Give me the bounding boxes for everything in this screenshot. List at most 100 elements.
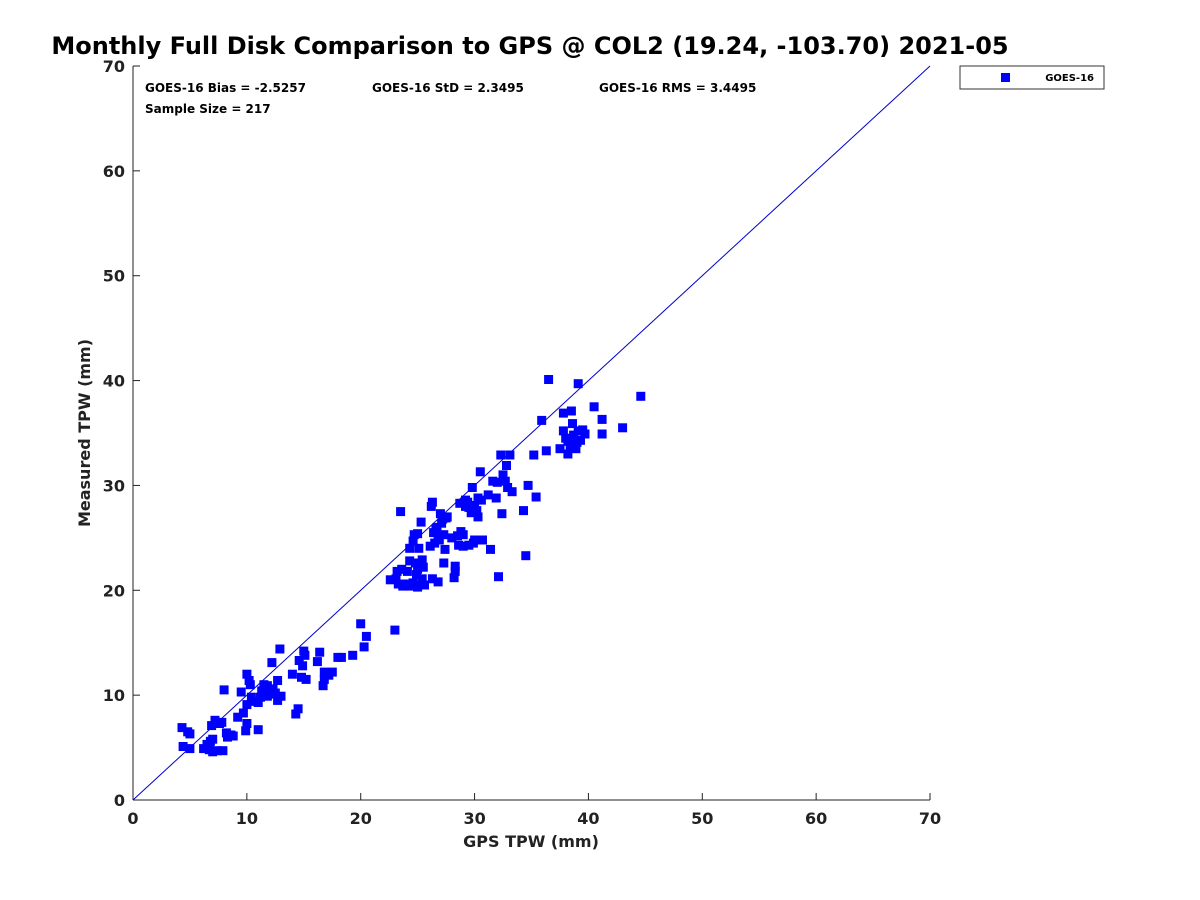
data-point bbox=[470, 500, 480, 510]
y-tick-label: 40 bbox=[103, 372, 125, 391]
data-point bbox=[531, 492, 541, 502]
data-point bbox=[276, 691, 286, 701]
data-point bbox=[412, 570, 421, 580]
data-point bbox=[402, 566, 412, 576]
data-point bbox=[470, 535, 480, 545]
data-point bbox=[242, 669, 252, 679]
data-point bbox=[529, 450, 539, 460]
data-point bbox=[318, 681, 328, 691]
data-point bbox=[236, 687, 246, 697]
data-point bbox=[262, 681, 272, 691]
y-tick-label: 10 bbox=[103, 686, 125, 705]
data-point bbox=[521, 551, 531, 561]
data-point bbox=[417, 574, 427, 584]
data-point bbox=[356, 619, 366, 629]
data-point bbox=[336, 652, 346, 662]
data-point bbox=[361, 631, 371, 641]
data-point bbox=[291, 709, 301, 719]
data-point bbox=[228, 731, 238, 741]
y-tick-label: 50 bbox=[103, 267, 125, 286]
data-point bbox=[242, 700, 252, 710]
data-point bbox=[558, 408, 568, 418]
data-point bbox=[390, 625, 400, 635]
stat-bias: GOES-16 Bias = -2.5257 bbox=[145, 81, 306, 95]
data-point bbox=[566, 406, 576, 416]
data-point bbox=[565, 442, 575, 452]
y-tick-label: 30 bbox=[103, 476, 125, 495]
legend-marker-goes16 bbox=[1001, 73, 1010, 82]
y-axis-label: Measured TPW (mm) bbox=[75, 339, 94, 527]
x-tick-label: 10 bbox=[236, 809, 258, 828]
data-point bbox=[413, 564, 423, 574]
data-point bbox=[415, 580, 425, 590]
data-point bbox=[519, 506, 528, 516]
data-point bbox=[502, 461, 511, 470]
data-point bbox=[217, 717, 227, 727]
x-tick-label: 0 bbox=[127, 809, 138, 828]
data-point bbox=[498, 470, 508, 480]
data-point bbox=[430, 538, 440, 548]
data-point bbox=[218, 746, 228, 756]
data-point bbox=[241, 726, 251, 736]
chart-title: Monthly Full Disk Comparison to GPS @ CO… bbox=[51, 32, 1008, 60]
data-point bbox=[450, 566, 460, 576]
data-point bbox=[555, 444, 565, 454]
data-point bbox=[558, 426, 568, 436]
stat-rms: GOES-16 RMS = 3.4495 bbox=[599, 81, 756, 95]
data-point bbox=[416, 517, 426, 527]
x-tick-group: 0 10 20 30 40 50 60 70 bbox=[127, 793, 941, 828]
data-point bbox=[597, 429, 607, 439]
data-point bbox=[478, 535, 487, 545]
x-axis-label: GPS TPW (mm) bbox=[463, 832, 599, 851]
data-point bbox=[433, 577, 443, 587]
data-point bbox=[458, 530, 468, 540]
data-point bbox=[297, 672, 306, 682]
x-tick-label: 50 bbox=[691, 809, 713, 828]
data-point bbox=[496, 450, 506, 460]
data-point bbox=[439, 558, 449, 568]
data-point bbox=[405, 556, 415, 566]
data-point bbox=[494, 572, 503, 582]
data-point bbox=[385, 575, 395, 585]
data-point bbox=[245, 680, 255, 690]
data-point bbox=[473, 512, 483, 522]
data-point bbox=[253, 725, 263, 735]
data-point bbox=[418, 562, 428, 572]
data-point bbox=[348, 650, 358, 660]
x-tick-label: 60 bbox=[805, 809, 827, 828]
data-point bbox=[267, 658, 277, 668]
stat-sample-size: Sample Size = 217 bbox=[145, 102, 271, 116]
data-point bbox=[573, 379, 583, 389]
x-tick-label: 30 bbox=[463, 809, 485, 828]
data-point bbox=[275, 644, 285, 654]
data-point bbox=[185, 744, 195, 754]
data-point bbox=[455, 498, 465, 508]
data-point bbox=[293, 704, 303, 714]
data-point bbox=[466, 508, 476, 518]
data-point bbox=[472, 506, 482, 516]
y-tick-label: 20 bbox=[103, 581, 125, 600]
data-point bbox=[503, 483, 513, 492]
data-point bbox=[576, 435, 585, 445]
data-point bbox=[458, 541, 468, 551]
data-point bbox=[300, 650, 310, 660]
data-point bbox=[391, 574, 401, 584]
data-point bbox=[233, 712, 243, 722]
data-point bbox=[636, 391, 646, 401]
data-point bbox=[327, 667, 337, 677]
data-point bbox=[464, 502, 474, 512]
data-point bbox=[270, 688, 280, 698]
data-point bbox=[537, 415, 547, 425]
data-point bbox=[467, 483, 477, 492]
y-tick-group: 0 10 20 30 40 50 60 70 bbox=[103, 57, 140, 810]
x-tick-label: 20 bbox=[350, 809, 372, 828]
y-tick-label: 70 bbox=[103, 57, 125, 76]
data-point bbox=[397, 564, 407, 574]
data-point bbox=[177, 723, 187, 733]
data-point bbox=[476, 495, 486, 505]
data-point bbox=[449, 573, 459, 583]
data-point bbox=[523, 480, 533, 490]
data-point bbox=[434, 535, 444, 545]
data-point bbox=[315, 647, 325, 657]
